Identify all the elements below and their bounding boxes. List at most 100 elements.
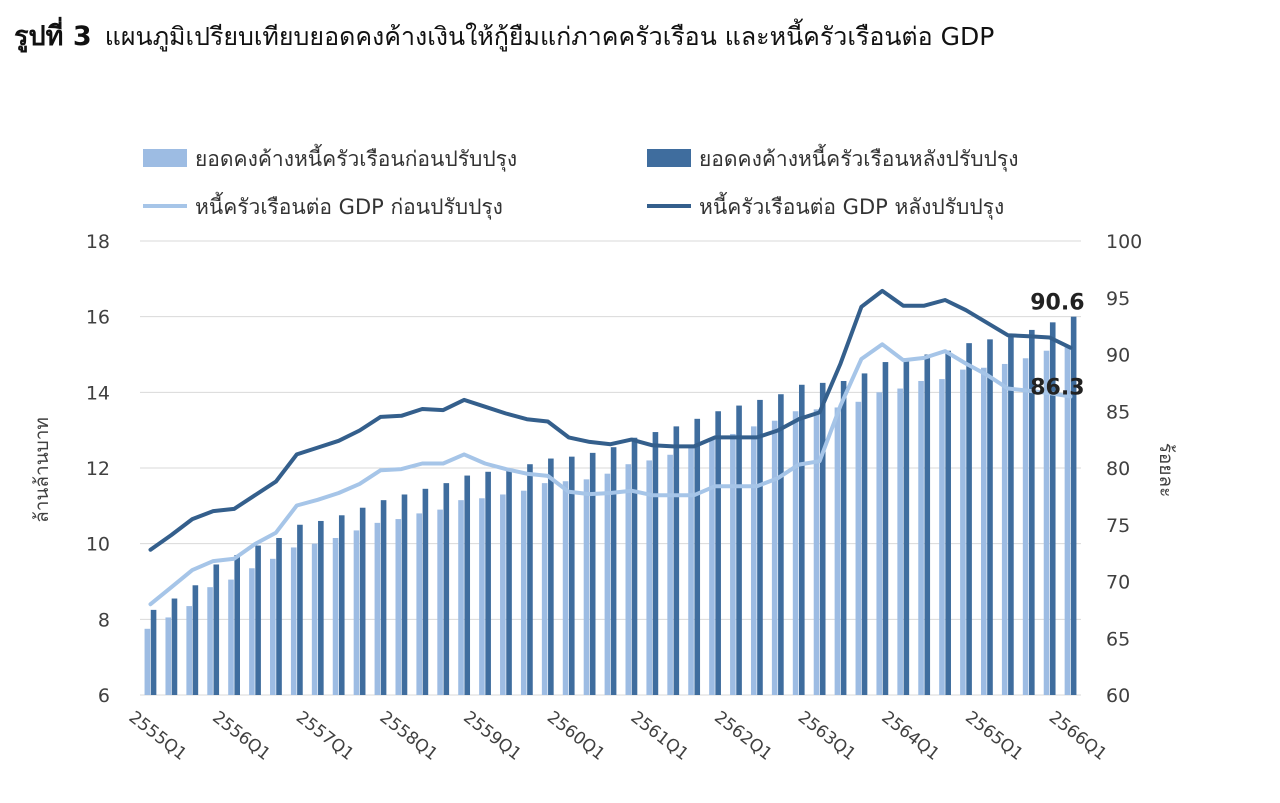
bar-after — [297, 524, 303, 695]
bar-after — [631, 437, 638, 695]
bar-after — [359, 507, 366, 695]
bar-after — [799, 384, 805, 695]
y-right-tick-label: 60 — [1106, 685, 1130, 707]
bar-before — [750, 426, 757, 695]
bar-after — [255, 545, 261, 695]
bar-after — [401, 494, 408, 695]
y-right-tick-label: 85 — [1106, 401, 1130, 423]
bar-before — [667, 454, 673, 695]
bar-after — [736, 405, 742, 695]
y-right-tick-label: 65 — [1106, 628, 1130, 650]
bar-before — [144, 628, 151, 695]
bar-after — [192, 585, 199, 695]
legend-label: ยอดคงค้างหนี้ครัวเรือนก่อนปรับปรุง — [195, 144, 517, 172]
bar-before — [771, 420, 778, 695]
bar-after — [882, 362, 889, 695]
bar-after — [338, 515, 345, 695]
bar-after — [1029, 329, 1035, 695]
y-left-tick-label: 16 — [86, 307, 110, 329]
x-tick-label: 2556Q1 — [208, 707, 273, 764]
bar-before — [228, 579, 234, 695]
bar-before — [1064, 346, 1071, 695]
bar-after — [694, 418, 701, 695]
bar-before — [813, 409, 820, 695]
x-tick-label: 2564Q1 — [878, 707, 943, 764]
bar-after — [506, 469, 512, 695]
bar-before — [583, 479, 590, 695]
y-left-tick-label: 8 — [98, 609, 110, 631]
bar-before — [500, 494, 506, 695]
bar-after — [589, 452, 596, 695]
bar-after — [1049, 322, 1056, 695]
y-right-tick-label: 70 — [1106, 572, 1130, 594]
bar-before — [855, 401, 862, 695]
x-tick-label: 2565Q1 — [961, 707, 1026, 764]
bar-before — [981, 367, 987, 695]
bar-before — [646, 460, 653, 695]
bar-before — [374, 522, 381, 695]
y-left-tick-label: 6 — [98, 685, 110, 707]
bar-after — [171, 598, 178, 695]
x-tick-label: 2558Q1 — [376, 707, 441, 764]
bar-before — [604, 473, 611, 695]
legend: ยอดคงค้างหนี้ครัวเรือนก่อนปรับปรุง ยอดคงค… — [143, 144, 1018, 220]
bar-before — [897, 388, 903, 695]
x-tick-label: 2562Q1 — [710, 707, 775, 764]
bar-after — [715, 411, 721, 695]
bar-before — [290, 547, 297, 695]
bar-before — [520, 490, 527, 695]
y-left-axis-title: ล้านล้านบาท — [31, 417, 53, 523]
bar-before — [458, 500, 464, 695]
bar-after — [464, 475, 471, 695]
bar-after — [527, 464, 533, 695]
bar-before — [792, 411, 799, 695]
x-tick-label: 2560Q1 — [543, 707, 608, 764]
bar-after — [1008, 335, 1014, 695]
x-tick-label: 2557Q1 — [292, 707, 357, 764]
x-tick-label: 2559Q1 — [459, 707, 524, 764]
bar-after — [568, 456, 575, 695]
figure-title: รูปที่ 3 แผนภูมิเปรียบเทียบยอดคงค้างเงิน… — [14, 14, 994, 57]
y-left-tick-label: 18 — [86, 231, 110, 253]
y-left-tick-label: 12 — [86, 458, 110, 480]
gridlines — [140, 240, 1081, 696]
bar-before — [311, 543, 318, 695]
bar-after — [924, 354, 931, 695]
bar-before — [395, 519, 402, 695]
y-right-tick-label: 100 — [1106, 231, 1142, 253]
bar-after — [213, 564, 220, 695]
y-right-tick-label: 80 — [1106, 458, 1130, 480]
bar-after — [757, 399, 763, 695]
bar-after — [234, 555, 240, 695]
legend-swatch — [143, 149, 187, 167]
bar-before — [960, 369, 966, 695]
bar-after — [652, 432, 659, 695]
bar-after — [443, 483, 450, 695]
bar-after — [673, 426, 680, 695]
bar-before — [1001, 363, 1008, 695]
bar-before — [353, 530, 360, 695]
bar-before — [416, 513, 422, 695]
figure-number: รูปที่ 3 — [14, 21, 92, 52]
annotations: 90.6 86.3 — [1030, 291, 1084, 401]
bar-after — [861, 373, 868, 695]
bar-before — [939, 379, 945, 695]
lines — [148, 288, 1073, 607]
bar-before — [437, 509, 443, 695]
bar-after — [840, 380, 847, 695]
legend-swatch — [647, 149, 691, 167]
bar-after — [485, 471, 491, 695]
bar-after — [778, 394, 784, 695]
bar-before — [625, 464, 632, 695]
bar-after — [903, 358, 910, 695]
bar-after — [1070, 316, 1077, 695]
x-tick-label: 2566Q1 — [1045, 707, 1110, 764]
bar-before — [1043, 350, 1050, 695]
y-right-tick-label: 95 — [1106, 288, 1130, 310]
bar-before — [249, 568, 255, 695]
bar-before — [688, 447, 694, 695]
bars — [144, 316, 1077, 695]
bar-after — [987, 339, 993, 695]
x-tick-label: 2563Q1 — [794, 707, 859, 764]
